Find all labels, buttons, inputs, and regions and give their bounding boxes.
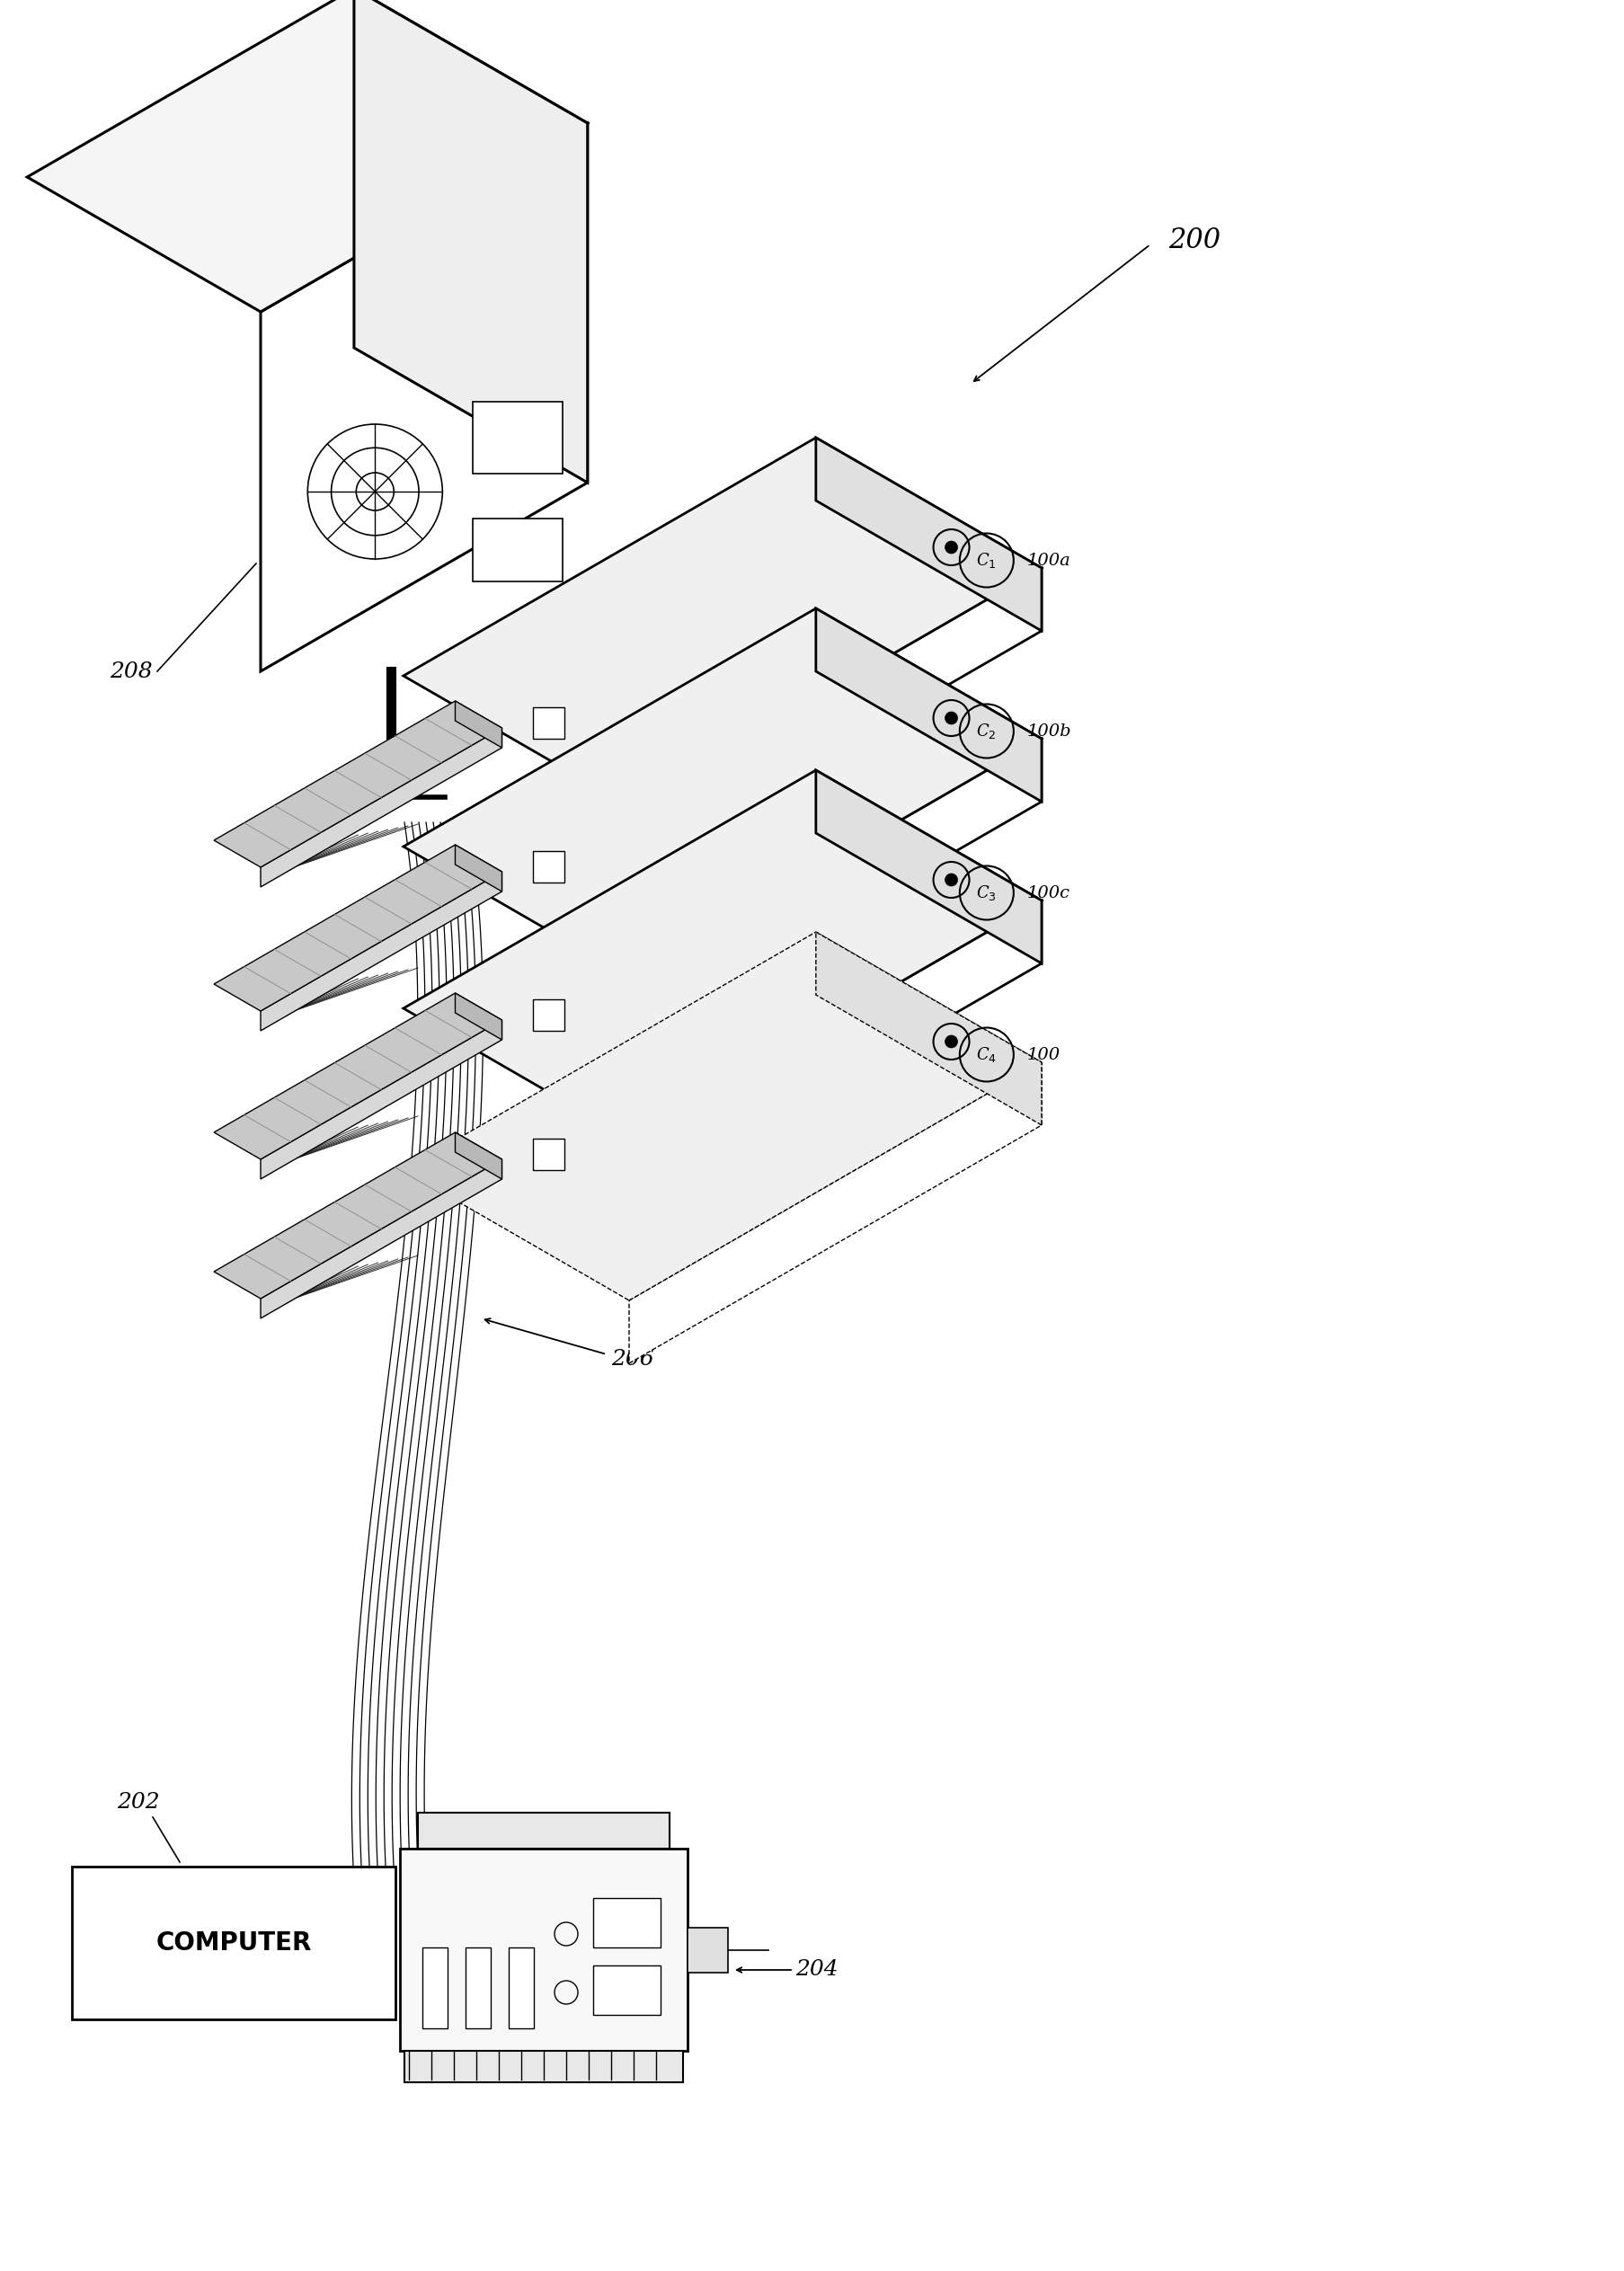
Polygon shape [815,931,1041,1124]
Polygon shape [815,609,1041,802]
Polygon shape [628,902,1041,1201]
Polygon shape [260,1158,502,1319]
Polygon shape [214,992,502,1158]
Text: 208: 208 [110,661,153,681]
Bar [533,706,565,738]
Polygon shape [214,702,502,868]
Bar [593,1964,661,2014]
Polygon shape [214,845,502,1011]
Bar [593,1899,661,1949]
Text: C$_3$: C$_3$ [976,883,997,902]
Circle shape [945,711,957,724]
Polygon shape [455,992,502,1040]
Polygon shape [403,931,1041,1301]
Polygon shape [628,1063,1041,1363]
Bar [473,518,562,581]
Polygon shape [260,872,502,1031]
Polygon shape [403,438,1041,806]
Text: 202: 202 [117,1792,159,1812]
Text: 100b: 100b [1026,722,1072,738]
Bar [422,1949,447,2028]
Polygon shape [455,702,502,747]
Polygon shape [403,770,1041,1138]
Text: 200: 200 [1168,227,1220,254]
Polygon shape [354,0,588,484]
Polygon shape [260,729,502,888]
Circle shape [945,540,957,554]
Bar [473,402,562,475]
Bar [400,1849,687,2051]
Polygon shape [815,770,1041,963]
Text: C$_1$: C$_1$ [976,552,997,570]
Bar [533,852,565,883]
Polygon shape [628,568,1041,870]
Polygon shape [455,1133,502,1179]
Bar [508,1949,534,2028]
Polygon shape [260,1020,502,1179]
Bar [533,999,565,1031]
Text: C$_2$: C$_2$ [976,722,996,740]
Text: 100c: 100c [1026,886,1070,902]
Bar [71,1867,395,2019]
Polygon shape [455,845,502,893]
Text: 100: 100 [1026,1047,1060,1063]
Polygon shape [403,609,1041,977]
Text: C$_4$: C$_4$ [976,1045,997,1065]
Circle shape [945,874,957,886]
Polygon shape [260,123,588,672]
Circle shape [945,1036,957,1047]
Text: 204: 204 [794,1960,838,1980]
Polygon shape [214,1133,502,1299]
Bar [417,1812,669,1849]
Polygon shape [628,738,1041,1040]
Polygon shape [815,438,1041,631]
Polygon shape [28,0,588,311]
Bar [533,1138,565,1170]
Bar [404,2051,682,2083]
Text: COMPUTER: COMPUTER [156,1930,312,1955]
Bar [687,1928,728,1971]
Text: 206: 206 [611,1349,653,1369]
Bar [466,1949,490,2028]
Text: 100a: 100a [1026,552,1070,568]
